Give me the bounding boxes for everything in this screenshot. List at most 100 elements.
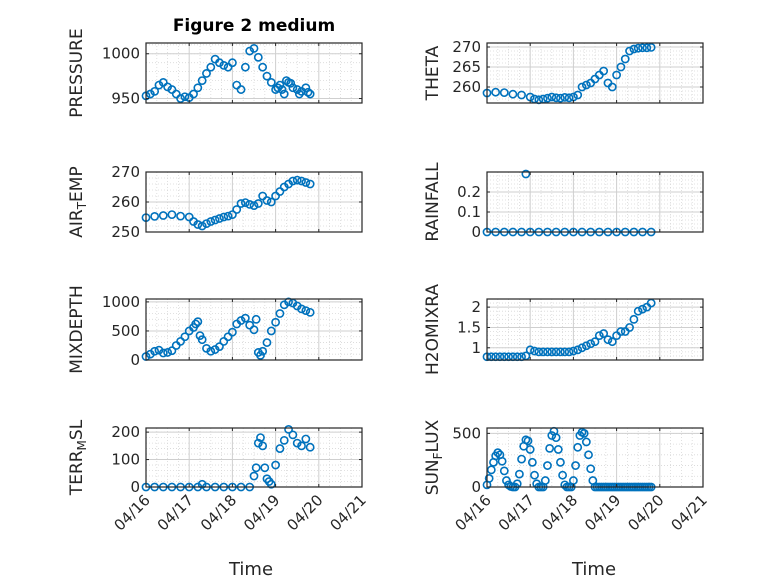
subplot-pressure: 950 1000 PRESSURE Figure 2 medium xyxy=(67,16,363,118)
data-point xyxy=(484,474,494,483)
data-point xyxy=(502,476,511,485)
data-point xyxy=(197,479,207,489)
data-point xyxy=(236,85,246,94)
data-point xyxy=(292,175,302,185)
data-point xyxy=(288,83,298,93)
axes-box xyxy=(486,427,704,488)
data-point xyxy=(158,211,168,220)
y-tick-label: 250 xyxy=(111,223,140,241)
data-point xyxy=(150,211,160,221)
data-point xyxy=(564,347,574,357)
data-point xyxy=(547,431,557,440)
data-point xyxy=(646,43,656,52)
data-point xyxy=(275,80,285,90)
data-point xyxy=(499,466,509,476)
y-tick-label: 200 xyxy=(111,423,140,441)
data-point xyxy=(258,346,268,356)
data-point xyxy=(303,87,313,97)
data-point xyxy=(232,80,242,90)
data-point xyxy=(543,461,552,470)
data-point xyxy=(154,80,164,90)
data-point xyxy=(543,93,552,103)
y-axis-label: MIXDEPTH xyxy=(67,285,87,374)
data-point xyxy=(517,90,526,100)
data-point xyxy=(184,212,194,222)
data-point xyxy=(584,450,593,460)
data-point xyxy=(301,178,311,187)
data-point xyxy=(497,456,507,466)
y-tick-label: 1.5 xyxy=(457,318,481,336)
data-point xyxy=(240,62,250,72)
x-axis-label-left: Time xyxy=(228,559,273,580)
y-axis-label: SUNFLUX xyxy=(423,419,445,495)
data-point xyxy=(284,297,293,307)
data-point xyxy=(540,476,550,485)
data-point xyxy=(262,71,272,81)
data-point xyxy=(253,199,263,208)
data-point xyxy=(150,346,160,356)
data-point xyxy=(210,215,220,225)
data-point xyxy=(279,89,289,99)
y-tick-label: 500 xyxy=(452,424,481,442)
data-point xyxy=(556,457,565,467)
data-point xyxy=(297,441,306,451)
data-point xyxy=(586,464,596,474)
data-point xyxy=(629,44,639,54)
data-point xyxy=(249,201,259,210)
y-axis-label: TERRMSL xyxy=(67,419,89,496)
data-point xyxy=(560,347,570,357)
data-point xyxy=(620,54,630,64)
y-tick-label: 500 xyxy=(111,322,140,340)
data-point xyxy=(573,90,583,100)
data-point xyxy=(517,454,526,464)
axes-box xyxy=(145,42,363,104)
data-point xyxy=(219,60,229,70)
data-point xyxy=(301,434,311,444)
y-axis-label: PRESSURE xyxy=(67,28,87,117)
data-point xyxy=(607,337,617,347)
data-point xyxy=(206,62,216,72)
data-point xyxy=(538,347,548,357)
data-series xyxy=(141,175,315,231)
data-point xyxy=(560,93,570,102)
data-point xyxy=(258,441,268,451)
axes-box xyxy=(486,42,704,104)
data-point xyxy=(206,346,216,356)
subplot-air-temp: 250 260 270 AIRTEMP xyxy=(67,163,363,241)
data-point xyxy=(236,199,246,208)
data-point xyxy=(189,89,198,99)
data-point xyxy=(193,220,203,229)
data-point xyxy=(150,86,160,96)
data-point xyxy=(305,307,315,317)
y-tick-label: 1 xyxy=(471,339,481,357)
data-point xyxy=(245,199,255,209)
data-point xyxy=(240,198,250,207)
data-series xyxy=(482,298,656,362)
data-point xyxy=(638,304,647,314)
y-axis-label: RAINFALL xyxy=(423,162,443,242)
data-point xyxy=(284,424,293,434)
data-point xyxy=(286,78,296,88)
data-point xyxy=(577,343,587,353)
data-point xyxy=(586,339,596,349)
data-point xyxy=(275,187,285,196)
data-point xyxy=(534,347,544,357)
data-point xyxy=(158,348,168,358)
data-point xyxy=(197,221,207,231)
data-point xyxy=(493,448,503,458)
data-point xyxy=(305,442,315,452)
data-point xyxy=(556,93,565,103)
y-tick-label: 260 xyxy=(452,78,481,96)
data-point xyxy=(525,345,535,355)
data-point xyxy=(227,58,237,68)
data-point xyxy=(281,76,291,86)
data-point xyxy=(180,92,190,102)
data-point xyxy=(558,470,567,480)
data-point xyxy=(521,169,531,179)
data-point xyxy=(176,337,185,346)
data-point xyxy=(638,43,647,53)
data-point xyxy=(262,338,272,347)
data-point xyxy=(245,320,255,330)
data-point xyxy=(193,317,203,327)
data-point xyxy=(577,82,587,92)
